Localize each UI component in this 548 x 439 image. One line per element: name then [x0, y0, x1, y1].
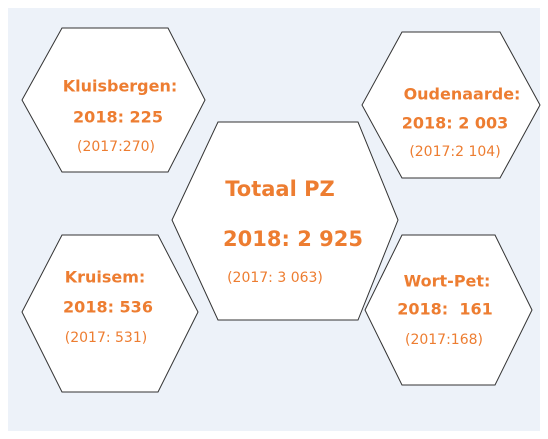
node-label: Kruisem:	[65, 268, 146, 287]
hexagon	[171, 121, 399, 321]
node-previous: (2017: 531)	[65, 330, 147, 346]
hexagon	[21, 27, 206, 173]
node-value: 2018: 2 003	[402, 114, 509, 133]
node-previous: (2017:168)	[405, 332, 483, 348]
node-value: 2018: 536	[63, 298, 153, 317]
node-value: 2018: 161	[397, 300, 492, 319]
node-label: Totaal PZ	[225, 177, 334, 201]
node-previous: (2017: 3 063)	[227, 270, 323, 286]
node-label: Oudenaarde:	[404, 85, 521, 104]
node-label: Kluisbergen:	[63, 77, 178, 96]
node-value: 2018: 225	[73, 108, 163, 127]
node-previous: (2017:2 104)	[409, 144, 500, 160]
hexagon	[21, 234, 199, 393]
node-value: 2018: 2 925	[223, 227, 363, 251]
node-label: Wort-Pet:	[404, 272, 491, 291]
hexagon	[364, 234, 533, 386]
hexagon	[361, 31, 541, 179]
node-previous: (2017:270)	[77, 139, 155, 155]
